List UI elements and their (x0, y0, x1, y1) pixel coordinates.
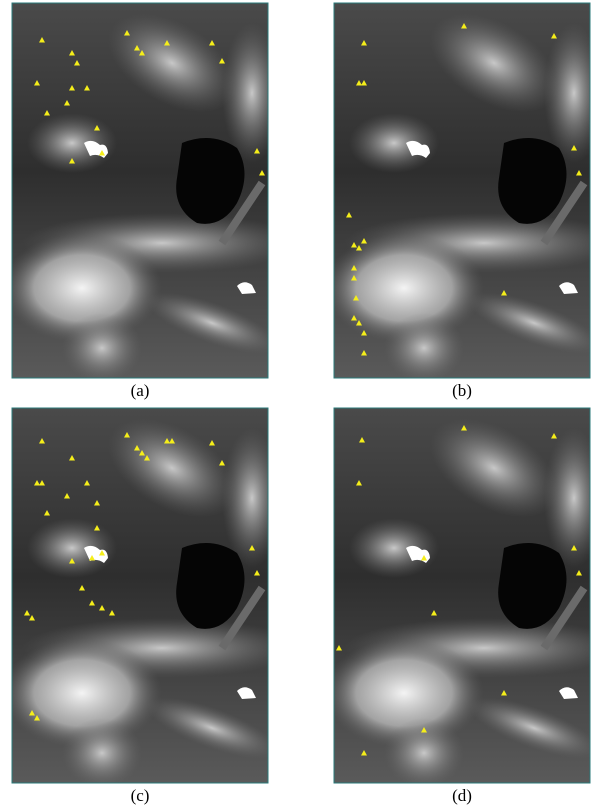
panels: (a) (b) (c) (d) (2, 0, 593, 805)
terrain-image (2, 398, 302, 788)
terrain-image (2, 0, 302, 383)
caption: (c) (131, 786, 150, 805)
page: (a)(b)(c)(d) (() => { const data = JSON.… (0, 0, 593, 809)
caption: (b) (452, 381, 472, 400)
image-panel (324, 398, 593, 788)
image-panel (324, 0, 593, 383)
figure: (a) (b) (c) (d) (0, 0, 593, 809)
caption: (a) (131, 381, 150, 400)
image-panel (2, 398, 302, 788)
image-panel (2, 0, 302, 383)
terrain-image (324, 398, 593, 788)
caption: (d) (452, 786, 472, 805)
terrain-image (324, 0, 593, 383)
